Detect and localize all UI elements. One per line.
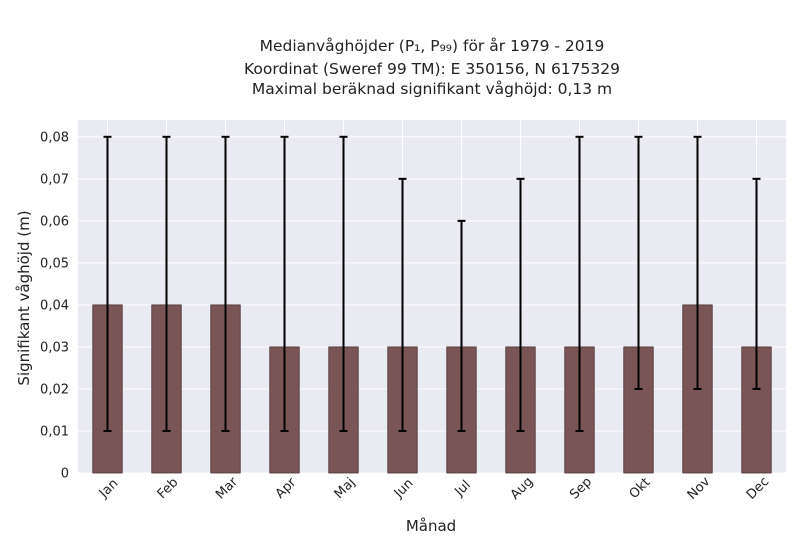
plot-area [78,120,786,473]
error-bar-jan [103,135,112,432]
error-bar-nov [693,135,702,390]
y-tick-label: 0,07 [40,172,69,187]
error-bar-mar [221,135,230,432]
y-axis-label: Signifikant våghöjd (m) [15,210,33,385]
error-bars [103,135,761,432]
title-line-1: Medianvåghöjder (P₁, P₉₉) för år 1979 - … [260,37,605,55]
title-line-2: Koordinat (Sweref 99 TM): E 350156, N 61… [244,60,620,78]
y-tick-label: 0,04 [40,298,69,313]
x-tick-label: Okt [627,475,654,502]
y-tick-label: 0,03 [40,340,69,355]
x-tick-label: Sep [567,475,595,503]
y-tick-label: 0,02 [40,382,69,397]
y-tick-label: 0,06 [40,214,69,229]
x-tick-label: Dec [744,474,772,502]
x-axis-label: Månad [406,517,456,535]
bars [92,304,772,474]
x-tick-label: Feb [155,475,182,502]
error-bar-feb [162,135,171,432]
x-tick-label: Jan [96,476,121,501]
x-tick-label: Aug [508,474,537,503]
x-tick-labels: Jan Feb Mar Apr Maj Jun Jul Aug Sep Okt Nov Dec [96,474,772,503]
y-tick-label: 0 [61,467,69,482]
x-tick-label: Mar [213,474,241,502]
error-bar-dec [752,177,761,390]
y-tick-label: 0,05 [40,256,69,271]
error-bar-okt [634,135,643,390]
x-tick-label: Maj [332,475,359,502]
x-tick-label: Jun [391,476,417,502]
error-bar-jul [457,219,466,432]
error-bar-jun [398,177,407,432]
error-bar-aug [516,177,525,432]
chart-title: Medianvåghöjder (P₁, P₉₉) för år 1979 - … [244,37,620,98]
error-bar-maj [339,135,348,432]
x-tick-label: Apr [273,475,300,502]
y-tick-label: 0,08 [40,130,69,145]
error-bar-sep [575,135,584,432]
error-bar-apr [280,135,289,432]
title-line-3: Maximal beräknad signifikant våghöjd: 0,… [252,80,612,98]
y-tick-label: 0,01 [40,424,69,439]
x-tick-label: Nov [685,474,714,503]
x-tick-label: Jul [451,478,473,500]
y-tick-labels: 0 0,01 0,02 0,03 0,04 0,05 0,06 0,07 0,08 [40,130,69,481]
